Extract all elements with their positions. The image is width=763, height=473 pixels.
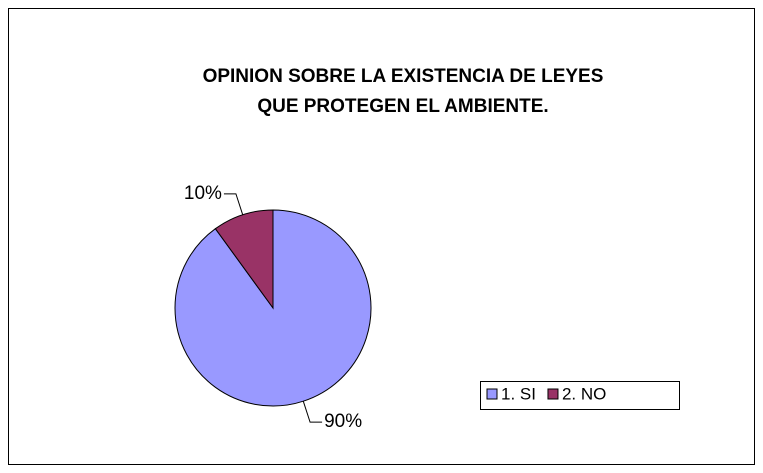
legend-label: 1. SI <box>501 384 536 403</box>
leader-line <box>223 193 244 215</box>
legend-swatch <box>547 388 559 400</box>
legend-label: 2. NO <box>562 384 606 403</box>
data-label: 10% <box>184 183 222 204</box>
chart-title: QUE PROTEGEN EL AMBIENTE. <box>257 96 548 117</box>
leader-line <box>302 401 323 423</box>
legend-box <box>480 381 680 410</box>
legend-swatch <box>486 388 498 400</box>
chart-title: OPINION SOBRE LA EXISTENCIA DE LEYES <box>203 66 604 87</box>
data-label: 90% <box>324 411 362 432</box>
